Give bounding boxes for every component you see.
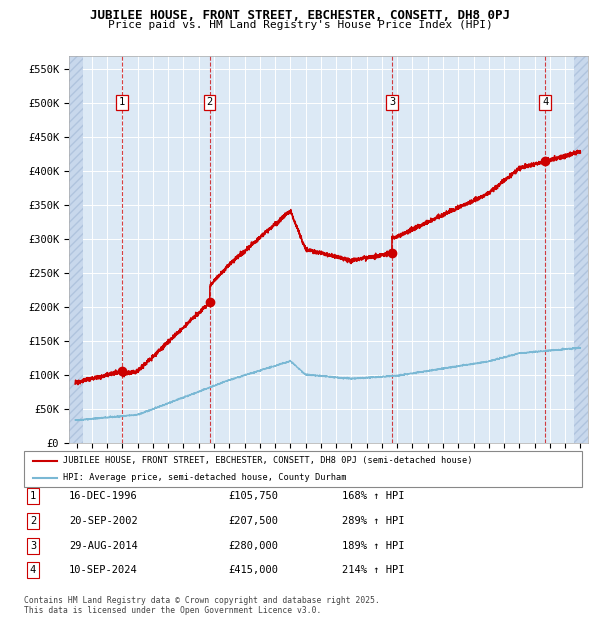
Bar [69, 56, 83, 443]
Text: JUBILEE HOUSE, FRONT STREET, EBCHESTER, CONSETT, DH8 0PJ (semi-detached house): JUBILEE HOUSE, FRONT STREET, EBCHESTER, … [63, 456, 473, 465]
Text: 16-DEC-1996: 16-DEC-1996 [69, 491, 138, 501]
Text: £415,000: £415,000 [228, 565, 278, 575]
Text: 3: 3 [30, 541, 36, 551]
Text: 2: 2 [206, 97, 213, 107]
Text: 214% ↑ HPI: 214% ↑ HPI [342, 565, 404, 575]
Text: 4: 4 [30, 565, 36, 575]
Text: £280,000: £280,000 [228, 541, 278, 551]
Text: 289% ↑ HPI: 289% ↑ HPI [342, 516, 404, 526]
Bar [574, 56, 588, 443]
Text: £105,750: £105,750 [228, 491, 278, 501]
Text: 168% ↑ HPI: 168% ↑ HPI [342, 491, 404, 501]
Text: 3: 3 [389, 97, 395, 107]
Text: 29-AUG-2014: 29-AUG-2014 [69, 541, 138, 551]
Text: JUBILEE HOUSE, FRONT STREET, EBCHESTER, CONSETT, DH8 0PJ: JUBILEE HOUSE, FRONT STREET, EBCHESTER, … [90, 9, 510, 22]
Text: 189% ↑ HPI: 189% ↑ HPI [342, 541, 404, 551]
Text: 10-SEP-2024: 10-SEP-2024 [69, 565, 138, 575]
Text: 1: 1 [119, 97, 125, 107]
Text: Contains HM Land Registry data © Crown copyright and database right 2025.
This d: Contains HM Land Registry data © Crown c… [24, 596, 380, 615]
Text: 2: 2 [30, 516, 36, 526]
Text: 4: 4 [542, 97, 548, 107]
Text: £207,500: £207,500 [228, 516, 278, 526]
Text: 20-SEP-2002: 20-SEP-2002 [69, 516, 138, 526]
Text: 1: 1 [30, 491, 36, 501]
Text: HPI: Average price, semi-detached house, County Durham: HPI: Average price, semi-detached house,… [63, 473, 347, 482]
Text: Price paid vs. HM Land Registry's House Price Index (HPI): Price paid vs. HM Land Registry's House … [107, 20, 493, 30]
